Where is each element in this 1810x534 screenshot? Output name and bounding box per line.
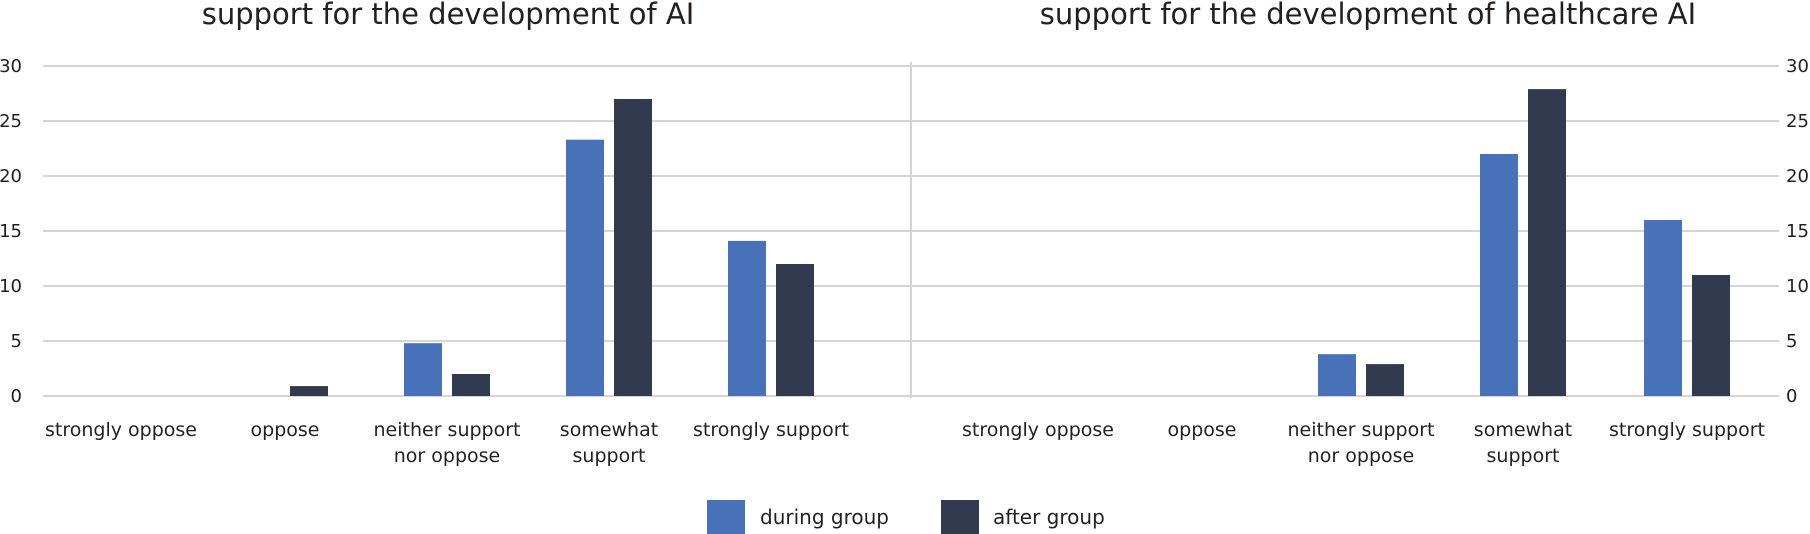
bar-after xyxy=(452,374,490,396)
bar-after xyxy=(1692,275,1730,396)
x-category-label: strongly support xyxy=(693,419,849,441)
bar-after xyxy=(290,386,328,396)
x-category-label: strongly oppose xyxy=(45,419,197,441)
bar-during xyxy=(404,343,442,396)
y-tick-label: 15 xyxy=(0,221,22,242)
x-category-label: neither support nor oppose xyxy=(374,419,521,467)
legend: during group after group xyxy=(707,500,1105,534)
gridlines xyxy=(43,65,1779,397)
labels: support for the development of AI suppor… xyxy=(0,0,1809,467)
bar-after xyxy=(1528,89,1566,396)
bar-during xyxy=(1480,154,1518,396)
x-category-label: strongly oppose xyxy=(962,419,1114,441)
y-tick-label: 15 xyxy=(1786,221,1809,242)
bar-after xyxy=(614,99,652,396)
y-tick-label: 5 xyxy=(1786,331,1797,352)
x-category-label: neither support nor oppose xyxy=(1288,419,1435,467)
x-category-label: strongly support xyxy=(1609,419,1765,441)
x-category-label: oppose xyxy=(251,419,320,441)
x-category-label: somewhat support xyxy=(560,419,658,467)
bar-during xyxy=(1644,220,1682,396)
legend-label-during: during group xyxy=(760,505,889,529)
right-chart-title: support for the development of healthcar… xyxy=(1040,0,1696,31)
y-tick-label: 25 xyxy=(0,111,22,132)
y-tick-label: 30 xyxy=(0,56,22,77)
y-tick-label: 10 xyxy=(1786,276,1809,297)
bars xyxy=(290,89,1730,396)
y-tick-label: 20 xyxy=(0,166,22,187)
bar-during xyxy=(1318,354,1356,396)
legend-swatch-during xyxy=(707,500,745,534)
y-tick-label: 30 xyxy=(1786,56,1809,77)
y-tick-label: 25 xyxy=(1786,111,1809,132)
y-tick-label: 5 xyxy=(11,331,22,352)
bar-after xyxy=(776,264,814,396)
x-category-label: somewhat support xyxy=(1474,419,1572,467)
y-tick-label: 0 xyxy=(11,386,22,407)
y-tick-label: 20 xyxy=(1786,166,1809,187)
bar-during xyxy=(566,139,604,396)
bar-after xyxy=(1366,364,1404,396)
legend-swatch-after xyxy=(941,500,979,534)
left-chart-title: support for the development of AI xyxy=(202,0,695,31)
y-tick-label: 0 xyxy=(1786,386,1797,407)
bar-during xyxy=(728,240,766,396)
legend-label-after: after group xyxy=(993,505,1105,529)
x-category-label: oppose xyxy=(1168,419,1237,441)
y-tick-label: 10 xyxy=(0,276,22,297)
